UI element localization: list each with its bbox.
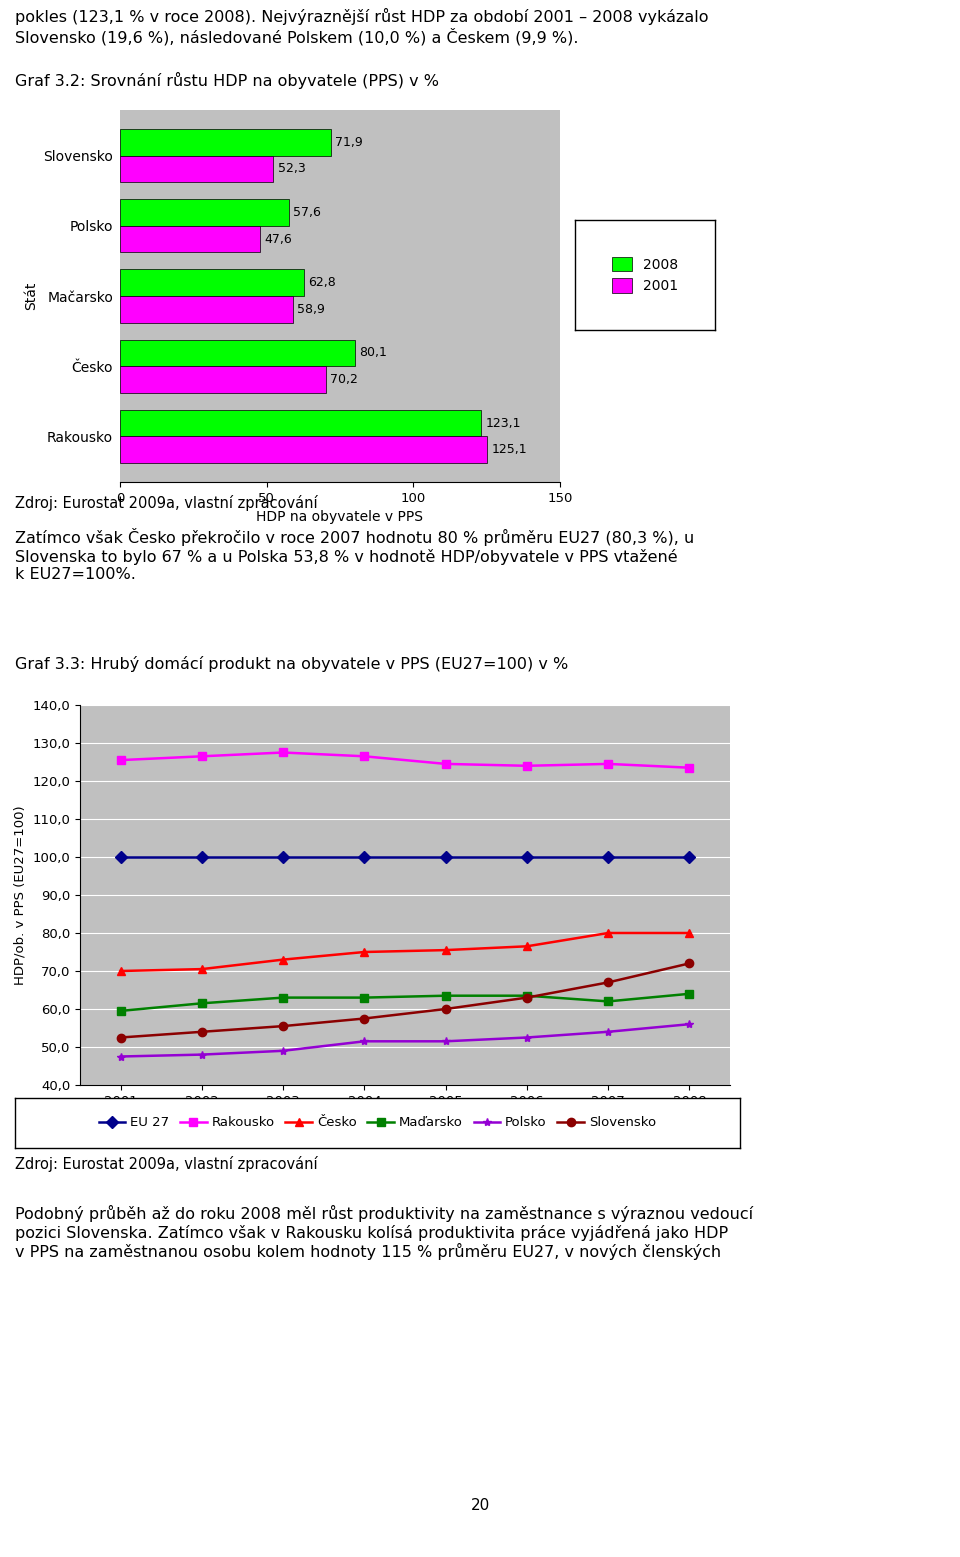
Text: 125,1: 125,1 bbox=[492, 444, 527, 456]
Text: Podobný průběh až do roku 2008 měl růst produktivity na zaměstnance s výraznou v: Podobný průběh až do roku 2008 měl růst … bbox=[15, 1205, 754, 1261]
Y-axis label: Stát: Stát bbox=[24, 282, 37, 310]
Text: 52,3: 52,3 bbox=[277, 162, 305, 176]
Text: 62,8: 62,8 bbox=[308, 276, 336, 290]
Text: 58,9: 58,9 bbox=[298, 302, 325, 316]
Text: Graf 3.2: Srovnání růstu HDP na obyvatele (PPS) v %: Graf 3.2: Srovnání růstu HDP na obyvatel… bbox=[15, 72, 439, 89]
Text: Zdroj: Eurostat 2009a, vlastní zpracování: Zdroj: Eurostat 2009a, vlastní zpracován… bbox=[15, 1155, 318, 1172]
Text: Graf 3.3: Hrubý domácí produkt na obyvatele v PPS (EU27=100) v %: Graf 3.3: Hrubý domácí produkt na obyvat… bbox=[15, 655, 568, 673]
Bar bbox=[120, 366, 325, 392]
Bar bbox=[120, 339, 355, 366]
Text: 57,6: 57,6 bbox=[294, 206, 322, 220]
X-axis label: HDP na obyvatele v PPS: HDP na obyvatele v PPS bbox=[256, 511, 423, 525]
Bar bbox=[120, 199, 289, 226]
Text: 20: 20 bbox=[470, 1498, 490, 1512]
Text: Zatímco však Česko překročilo v roce 2007 hodnotu 80 % průměru EU27 (80,3 %), u
: Zatímco však Česko překročilo v roce 200… bbox=[15, 528, 694, 582]
Text: 47,6: 47,6 bbox=[264, 232, 292, 246]
X-axis label: Roky: Roky bbox=[388, 1113, 422, 1129]
Text: 123,1: 123,1 bbox=[486, 417, 521, 430]
Legend: EU 27, Rakousko, Česko, Maďarsko, Polsko, Slovensko: EU 27, Rakousko, Česko, Maďarsko, Polsko… bbox=[93, 1112, 661, 1135]
Bar bbox=[120, 226, 259, 252]
Bar bbox=[120, 156, 274, 182]
Text: Zdroj: Eurostat 2009a, vlastní zpracování: Zdroj: Eurostat 2009a, vlastní zpracován… bbox=[15, 495, 318, 511]
Text: 70,2: 70,2 bbox=[330, 374, 358, 386]
Legend: 2008, 2001: 2008, 2001 bbox=[607, 251, 684, 299]
Bar bbox=[120, 436, 487, 462]
Text: pokles (123,1 % v roce 2008). Nejvýraznější růst HDP za období 2001 – 2008 vykáz: pokles (123,1 % v roce 2008). Nejvýrazně… bbox=[15, 8, 708, 45]
Bar bbox=[120, 129, 331, 156]
Y-axis label: HDP/ob. v PPS (EU27=100): HDP/ob. v PPS (EU27=100) bbox=[13, 805, 27, 986]
Bar bbox=[120, 269, 304, 296]
Text: 71,9: 71,9 bbox=[335, 135, 363, 149]
Text: 80,1: 80,1 bbox=[359, 346, 387, 360]
Bar bbox=[120, 409, 481, 436]
Bar bbox=[120, 296, 293, 322]
